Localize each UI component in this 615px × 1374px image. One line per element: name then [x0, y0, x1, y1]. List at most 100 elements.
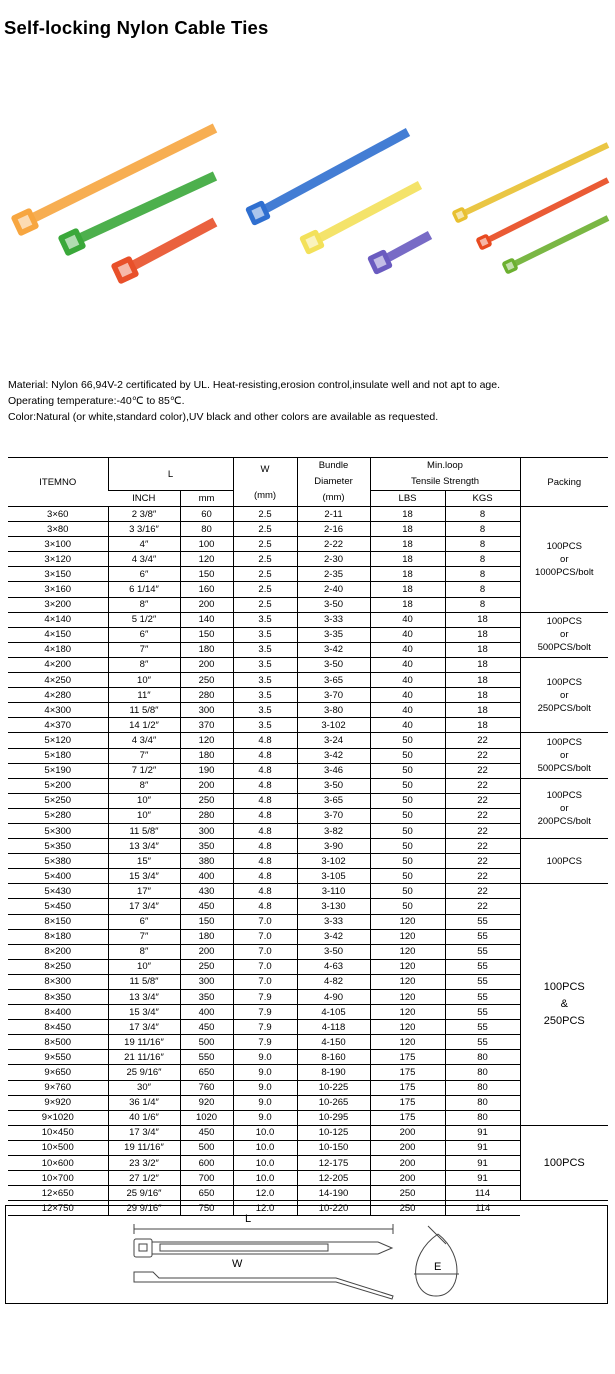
cell-tensile-lbs: 18 [369, 566, 446, 583]
cell-item-no: 3×60 [8, 506, 108, 523]
cell-length-inch: 3 3/16″ [107, 521, 180, 538]
packing-line: 100PCS [546, 540, 582, 552]
cell-tensile-lbs: 175 [369, 1080, 446, 1096]
cell-tensile-lbs: 120 [369, 1019, 446, 1036]
cell-length-mm: 180 [179, 929, 234, 945]
table-row: 3×120 4 3/4″ 120 2.5 2-30 18 8 [8, 551, 608, 568]
cell-length-inch: 11 5/8″ [107, 974, 180, 991]
cell-length-mm: 250 [179, 672, 234, 689]
cell-length-mm: 120 [179, 732, 234, 749]
cell-length-mm: 300 [179, 823, 234, 840]
cell-length-inch: 36 1/4″ [107, 1095, 180, 1111]
cell-length-inch: 17 3/4″ [107, 898, 180, 915]
table-row: 8×250 10″ 250 7.0 4-63 120 55 [8, 959, 608, 975]
cell-tensile-kgs: 55 [444, 929, 521, 945]
cell-length-inch: 27 1/2″ [107, 1170, 180, 1187]
cell-item-no: 3×120 [8, 551, 108, 568]
cell-bundle-diameter: 10-225 [296, 1080, 371, 1096]
cell-item-no: 8×180 [8, 929, 108, 945]
cell-tensile-lbs: 40 [369, 672, 446, 689]
cell-tensile-lbs: 50 [369, 748, 446, 764]
cell-width-mm: 4.8 [232, 732, 298, 749]
cell-tensile-kgs: 55 [444, 1034, 521, 1051]
cell-tensile-kgs: 8 [444, 521, 521, 538]
cell-width-mm: 4.8 [232, 898, 298, 915]
cell-bundle-diameter: 12-205 [296, 1170, 371, 1187]
cell-width-mm: 10.0 [232, 1140, 298, 1157]
cell-bundle-diameter: 3-90 [296, 838, 371, 855]
cell-bundle-diameter: 3-65 [296, 672, 371, 689]
cell-tensile-lbs: 250 [369, 1200, 446, 1217]
table-row: 3×150 6″ 150 2.5 2-35 18 8 [8, 566, 608, 583]
cell-tensile-kgs: 22 [444, 763, 521, 779]
cell-length-inch: 17″ [107, 883, 180, 900]
cell-bundle-diameter: 8-190 [296, 1064, 371, 1081]
table-row: 4×250 10″ 250 3.5 3-65 40 18 [8, 672, 608, 689]
table-row: 8×500 19 11/16″ 500 7.9 4-150 120 55 [8, 1034, 608, 1051]
cell-length-mm: 700 [179, 1170, 234, 1187]
cell-packing: 100PCS or 200PCS/bolt [519, 778, 609, 840]
cell-bundle-diameter: 3-82 [296, 823, 371, 840]
cell-length-mm: 350 [179, 989, 234, 1006]
cell-item-no: 4×300 [8, 702, 108, 719]
cell-bundle-diameter: 3-130 [296, 898, 371, 915]
cell-packing: 100PCS [519, 1125, 609, 1202]
cell-length-inch: 21 11/16″ [107, 1049, 180, 1066]
cell-item-no: 4×370 [8, 717, 108, 734]
cell-item-no: 3×200 [8, 597, 108, 613]
material-text: Material: Nylon 66,94V-2 certificated by… [8, 379, 501, 391]
cell-tensile-lbs: 120 [369, 959, 446, 975]
cell-length-mm: 400 [179, 868, 234, 885]
cell-length-mm: 200 [179, 944, 234, 960]
cell-width-mm: 2.5 [232, 597, 298, 613]
product-description: Material: Nylon 66,94V-2 certificated by… [8, 377, 500, 425]
cell-bundle-diameter: 3-24 [296, 732, 371, 749]
cell-bundle-diameter: 4-150 [296, 1034, 371, 1051]
cell-length-mm: 750 [179, 1200, 234, 1217]
table-row: 5×450 17 3/4″ 450 4.8 3-130 50 22 [8, 898, 608, 915]
cell-bundle-diameter: 3-102 [296, 853, 371, 870]
table-row: 5×350 13 3/4″ 350 4.8 3-90 50 22 100PCS [8, 838, 609, 885]
cell-length-inch: 7″ [107, 929, 180, 945]
cell-tensile-lbs: 50 [369, 853, 446, 870]
cell-width-mm: 9.0 [232, 1064, 298, 1081]
cell-item-no: 3×80 [8, 521, 108, 538]
page-title: Self-locking Nylon Cable Ties [4, 17, 269, 38]
cell-tensile-kgs: 8 [444, 551, 521, 568]
table-row: 10×500 19 11/16″ 500 10.0 10-150 200 91 [8, 1140, 608, 1157]
cell-length-inch: 14 1/2″ [107, 717, 180, 734]
cell-length-inch: 10″ [107, 793, 180, 809]
table-row: 9×1020 40 1/6″ 1020 9.0 10-295 175 80 [8, 1110, 608, 1126]
cell-width-mm: 2.5 [232, 536, 298, 553]
cell-item-no: 4×180 [8, 642, 108, 658]
cell-tensile-kgs: 55 [444, 959, 521, 975]
cell-tensile-kgs: 18 [444, 642, 521, 658]
cell-item-no: 5×350 [8, 838, 108, 855]
cell-tensile-lbs: 50 [369, 763, 446, 779]
cell-length-mm: 250 [179, 793, 234, 809]
diameter-label: E [434, 1261, 441, 1273]
cell-item-no: 3×150 [8, 566, 108, 583]
cell-item-no: 9×1020 [8, 1110, 108, 1126]
cell-bundle-diameter: 3-70 [296, 687, 371, 704]
table-row: 9×920 36 1/4″ 920 9.0 10-265 175 80 [8, 1095, 608, 1111]
cell-length-inch: 6 1/14″ [107, 581, 180, 598]
cell-item-no: 10×500 [8, 1140, 108, 1157]
cell-bundle-diameter: 12-175 [296, 1155, 371, 1172]
header-item-no: ITEMNO [8, 457, 108, 507]
cell-length-inch: 7″ [107, 748, 180, 764]
cell-length-mm: 300 [179, 702, 234, 719]
cell-tensile-lbs: 200 [369, 1140, 446, 1157]
cell-bundle-diameter: 3-70 [296, 808, 371, 824]
cell-tensile-lbs: 50 [369, 778, 446, 794]
cell-length-inch: 6″ [107, 566, 180, 583]
cell-tensile-kgs: 18 [444, 687, 521, 704]
cell-bundle-diameter: 10-150 [296, 1140, 371, 1157]
packing-line: or [560, 629, 569, 641]
spec-table-body: 3×60 2 3/8″ 60 2.5 2-11 18 8 100PCS or 1000PCS/bo… [8, 506, 609, 1217]
table-row: 4×140 5 1/2″ 140 3.5 3-33 40 18 100PCS or 500PCS/… [8, 612, 609, 658]
cell-tensile-kgs: 55 [444, 974, 521, 991]
table-row: 5×380 15″ 380 4.8 3-102 50 22 [8, 853, 608, 870]
cable-tie-dimension-diagram: L W E [5, 1205, 608, 1304]
cell-bundle-diameter: 8-160 [296, 1049, 371, 1066]
